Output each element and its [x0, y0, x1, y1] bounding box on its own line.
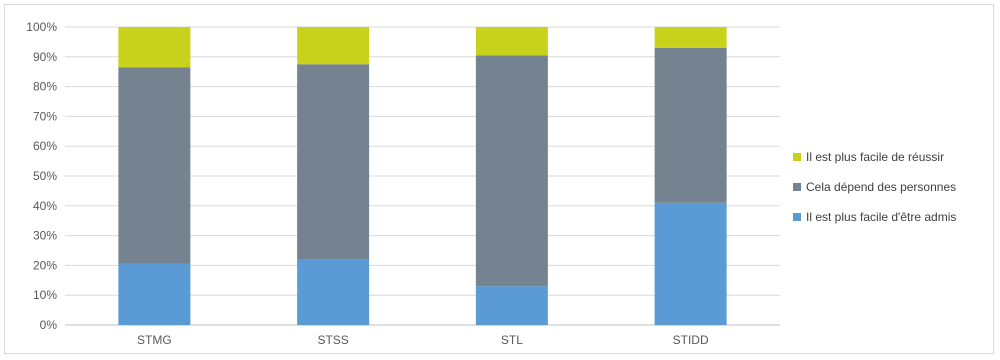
y-tick-label: 60% [33, 139, 57, 153]
y-tick-label: 70% [33, 109, 57, 123]
bar-segment-stss-series-3 [297, 27, 369, 64]
x-tick-label: STL [501, 333, 523, 347]
legend-label: Il est plus facile de réussir [806, 150, 944, 164]
legend-swatch [793, 153, 801, 161]
y-tick-label: 10% [33, 288, 57, 302]
y-tick-label: 20% [33, 258, 57, 272]
x-tick-label: STSS [317, 333, 348, 347]
legend-label: Il est plus facile d'être admis [806, 210, 956, 224]
bar-segment-stl-series-1 [476, 286, 548, 325]
legend-swatch [793, 213, 801, 221]
y-axis-ticks: 0% 10% 20% 30% 40% 50% 60% 70% 80% 90% 100% [26, 20, 57, 332]
y-tick-label: 90% [33, 50, 57, 64]
legend-swatch [793, 183, 801, 191]
bar-segment-stl-series-2 [476, 55, 548, 286]
x-tick-label: STMG [137, 333, 172, 347]
bar-segment-stmg-series-3 [118, 27, 190, 67]
y-tick-label: 0% [40, 318, 58, 332]
y-tick-label: 40% [33, 199, 57, 213]
bar-segment-stidd-series-3 [655, 27, 727, 48]
y-tick-label: 30% [33, 229, 57, 243]
y-tick-label: 80% [33, 80, 57, 94]
legend-label: Cela dépend des personnes [806, 180, 956, 194]
bar-segment-stmg-series-1 [118, 264, 190, 325]
legend: Il est plus facile de réussir Cela dépend… [793, 150, 956, 224]
bar-segment-stss-series-1 [297, 259, 369, 325]
x-tick-label: STIDD [673, 333, 709, 347]
bar-segment-stl-series-3 [476, 27, 548, 55]
bar-segment-stidd-series-1 [655, 203, 727, 325]
bar-segment-stss-series-2 [297, 64, 369, 259]
y-tick-label: 100% [26, 20, 57, 34]
y-tick-label: 50% [33, 169, 57, 183]
bar-segment-stidd-series-2 [655, 48, 727, 203]
bar-segment-stmg-series-2 [118, 67, 190, 264]
x-axis-ticks: STMG STSS STL STIDD [137, 333, 709, 347]
